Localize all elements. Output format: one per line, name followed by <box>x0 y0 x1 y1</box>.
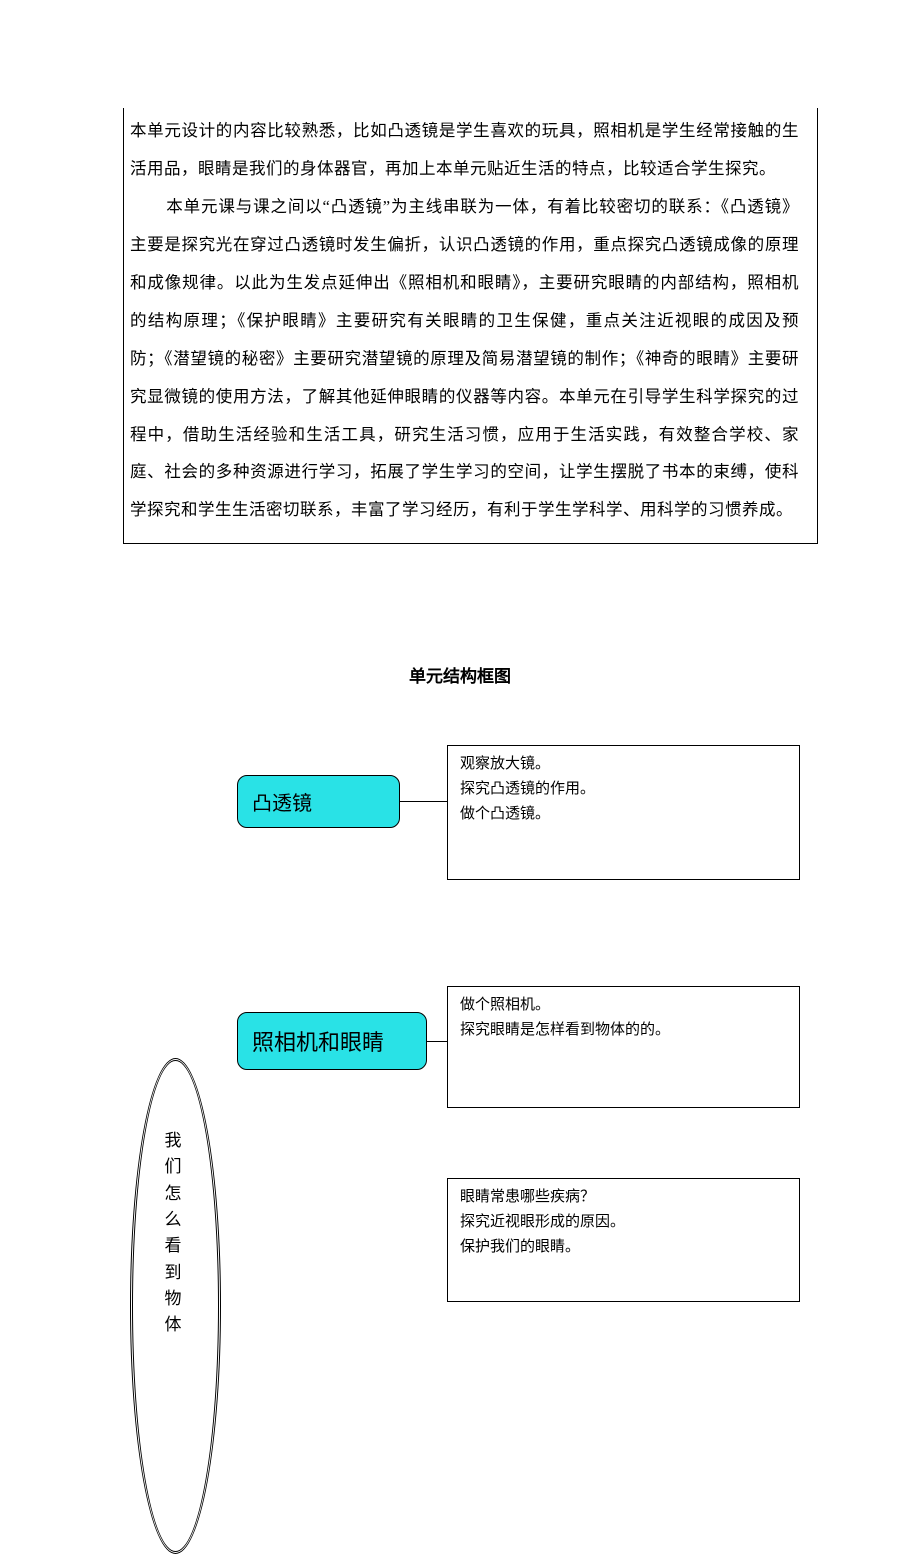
section-title: 单元结构框图 <box>0 662 920 687</box>
node-convex-lens: 凸透镜 <box>237 775 400 828</box>
root-char-8: 体 <box>165 1315 182 1334</box>
root-label: 我 们 怎 么 看 到 物 体 <box>163 1128 183 1339</box>
desc-box-2: 做个照相机。 探究眼睛是怎样看到物体的的。 <box>447 986 800 1108</box>
desc-1-line-3: 做个凸透镜。 <box>460 802 787 827</box>
desc-box-1: 观察放大镜。 探究凸透镜的作用。 做个凸透镜。 <box>447 745 800 880</box>
desc-3-line-1: 眼睛常患哪些疾病？ <box>460 1185 787 1210</box>
main-text-box: 本单元设计的内容比较熟悉，比如凸透镜是学生喜欢的玩具，照相机是学生经常接触的生活… <box>123 108 818 544</box>
node-camera-eye: 照相机和眼睛 <box>237 1012 427 1070</box>
root-char-5: 看 <box>165 1236 182 1255</box>
document-page: 本单元设计的内容比较熟悉，比如凸透镜是学生喜欢的玩具，照相机是学生经常接触的生活… <box>0 0 920 1302</box>
node-2-label: 照相机和眼睛 <box>252 1025 384 1057</box>
paragraph-body: 本单元设计的内容比较熟悉，比如凸透镜是学生喜欢的玩具，照相机是学生经常接触的生活… <box>124 108 817 543</box>
connector-2 <box>427 1041 447 1042</box>
root-char-1: 我 <box>165 1131 182 1150</box>
connector-1 <box>400 801 447 802</box>
desc-2-line-1: 做个照相机。 <box>460 993 787 1018</box>
root-char-2: 们 <box>165 1157 182 1176</box>
desc-3-line-3: 保护我们的眼睛。 <box>460 1235 787 1260</box>
root-char-6: 到 <box>165 1263 182 1282</box>
node-1-label: 凸透镜 <box>252 787 312 816</box>
root-char-7: 物 <box>165 1289 182 1308</box>
desc-1-line-1: 观察放大镜。 <box>460 752 787 777</box>
desc-1-line-2: 探究凸透镜的作用。 <box>460 777 787 802</box>
desc-box-3: 眼睛常患哪些疾病？ 探究近视眼形成的原因。 保护我们的眼睛。 <box>447 1178 800 1302</box>
desc-3-line-2: 探究近视眼形成的原因。 <box>460 1210 787 1235</box>
root-char-4: 么 <box>165 1210 182 1229</box>
paragraph-1: 本单元设计的内容比较熟悉，比如凸透镜是学生喜欢的玩具，照相机是学生经常接触的生活… <box>130 112 799 188</box>
root-char-3: 怎 <box>165 1184 182 1203</box>
paragraph-2: 本单元课与课之间以“凸透镜”为主线串联为一体，有着比较密切的联系：《凸透镜》主要… <box>130 188 799 529</box>
desc-2-line-2: 探究眼睛是怎样看到物体的的。 <box>460 1018 787 1043</box>
